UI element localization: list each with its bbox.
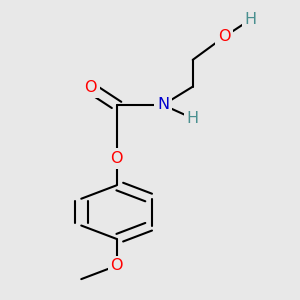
Text: O: O xyxy=(84,80,97,95)
Text: H: H xyxy=(244,12,256,27)
Text: O: O xyxy=(110,258,123,273)
Text: O: O xyxy=(110,151,123,166)
Text: N: N xyxy=(157,98,169,112)
Text: H: H xyxy=(187,111,199,126)
Text: O: O xyxy=(218,29,231,44)
